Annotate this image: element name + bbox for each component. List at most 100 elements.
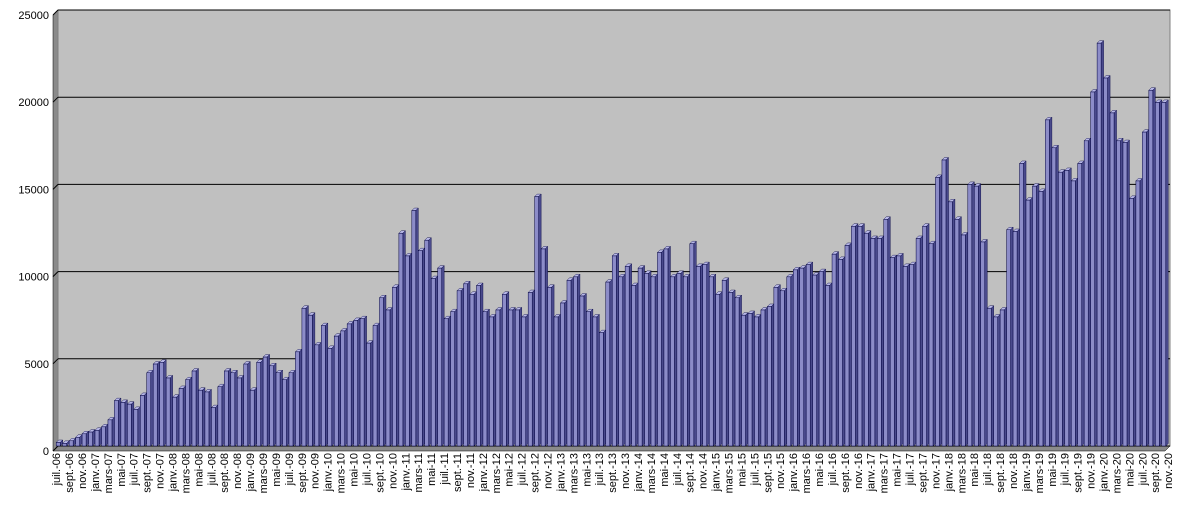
bar-side bbox=[1010, 226, 1014, 447]
bar-face bbox=[469, 294, 475, 447]
bar-side bbox=[725, 277, 729, 447]
bar-face bbox=[1090, 91, 1095, 447]
x-tick-label: mai-13 bbox=[581, 453, 593, 487]
x-tick-label: nov.-06 bbox=[77, 453, 89, 489]
x-tick-label: mars-19 bbox=[1034, 453, 1046, 493]
bar-face bbox=[172, 396, 177, 447]
bar bbox=[896, 252, 904, 447]
bar bbox=[902, 263, 911, 447]
bar-side bbox=[926, 223, 930, 447]
x-tick-label: janv.-20 bbox=[1098, 453, 1110, 492]
bar-face bbox=[321, 325, 326, 447]
bar-side bbox=[945, 157, 949, 447]
bar bbox=[288, 369, 296, 447]
bar-side bbox=[997, 313, 1001, 447]
bar bbox=[463, 280, 471, 447]
bar-face bbox=[1161, 102, 1167, 447]
x-tick-label: mai-16 bbox=[814, 453, 826, 487]
bar-face bbox=[708, 276, 714, 447]
bar-face bbox=[618, 276, 623, 447]
bar bbox=[55, 439, 64, 447]
bar-side bbox=[577, 273, 581, 447]
bar bbox=[346, 320, 355, 447]
x-tick-label: janv.-08 bbox=[168, 453, 180, 492]
bar-side bbox=[169, 375, 173, 447]
bar-side bbox=[713, 273, 716, 447]
bar-face bbox=[754, 316, 759, 447]
bar-face bbox=[573, 276, 578, 447]
bar-side bbox=[784, 287, 788, 447]
bar-side bbox=[881, 235, 885, 447]
bar-face bbox=[463, 283, 468, 447]
bar-side bbox=[234, 369, 238, 447]
bar-side bbox=[266, 354, 270, 447]
bar-face bbox=[424, 239, 429, 447]
bar bbox=[760, 306, 768, 447]
bar bbox=[792, 266, 801, 447]
bar-face bbox=[702, 264, 707, 447]
bar-side bbox=[603, 329, 607, 447]
bar-side bbox=[894, 254, 897, 447]
bar-side bbox=[1055, 144, 1059, 447]
bar-side bbox=[771, 303, 775, 447]
gridline-wall bbox=[52, 184, 59, 190]
bar-face bbox=[644, 273, 649, 447]
bar bbox=[1141, 129, 1150, 447]
x-tick-label: mars-07 bbox=[103, 453, 115, 493]
bar bbox=[592, 313, 600, 447]
x-tick-label: sept.-15 bbox=[762, 453, 774, 493]
bar-face bbox=[359, 318, 365, 447]
x-tick-label: juil.-14 bbox=[672, 453, 684, 486]
bar bbox=[404, 252, 413, 447]
bar-face bbox=[1025, 199, 1031, 447]
bar bbox=[669, 273, 678, 447]
bar-face bbox=[217, 386, 223, 447]
bar bbox=[333, 333, 342, 447]
bar-side bbox=[609, 279, 613, 447]
bar-side bbox=[215, 404, 219, 447]
bar-side bbox=[111, 416, 115, 447]
bar-face bbox=[728, 292, 733, 447]
bar bbox=[146, 369, 154, 447]
bar-side bbox=[512, 306, 516, 447]
bar-side bbox=[1049, 116, 1053, 447]
bar-face bbox=[256, 362, 261, 447]
bar bbox=[831, 251, 840, 447]
bar-side bbox=[473, 291, 477, 447]
bar bbox=[624, 263, 633, 447]
bar-face bbox=[224, 370, 229, 447]
bar-face bbox=[101, 426, 106, 447]
bar-side bbox=[370, 340, 374, 447]
bar-face bbox=[657, 252, 662, 447]
bar bbox=[411, 207, 419, 447]
bars bbox=[55, 40, 1169, 447]
bar-face bbox=[805, 264, 811, 447]
bar-side bbox=[493, 313, 497, 447]
bar-face bbox=[663, 248, 669, 447]
bar-face bbox=[211, 407, 216, 447]
bar-face bbox=[586, 311, 591, 447]
bar-side bbox=[538, 193, 542, 447]
bar-side bbox=[616, 252, 619, 447]
bar-side bbox=[228, 368, 232, 447]
bar bbox=[1122, 139, 1130, 447]
x-tick-label: sept.-12 bbox=[530, 453, 542, 493]
bar-side bbox=[98, 427, 102, 447]
bar-face bbox=[1129, 198, 1134, 447]
bar-face bbox=[379, 297, 384, 447]
bar-face bbox=[146, 372, 151, 447]
bar bbox=[637, 265, 646, 447]
bar bbox=[385, 306, 393, 447]
bar-face bbox=[372, 325, 378, 447]
bar-side bbox=[661, 249, 665, 447]
bar bbox=[262, 354, 271, 447]
bar bbox=[915, 235, 924, 447]
bar-side bbox=[338, 333, 341, 447]
bar bbox=[1116, 137, 1124, 447]
bar bbox=[753, 313, 762, 447]
x-tick-label: mars-12 bbox=[491, 453, 503, 493]
x-tick-label: janv.-11 bbox=[400, 453, 412, 492]
bar-side bbox=[221, 383, 225, 447]
bar bbox=[644, 270, 652, 447]
x-tick-label: mai-15 bbox=[736, 453, 748, 487]
